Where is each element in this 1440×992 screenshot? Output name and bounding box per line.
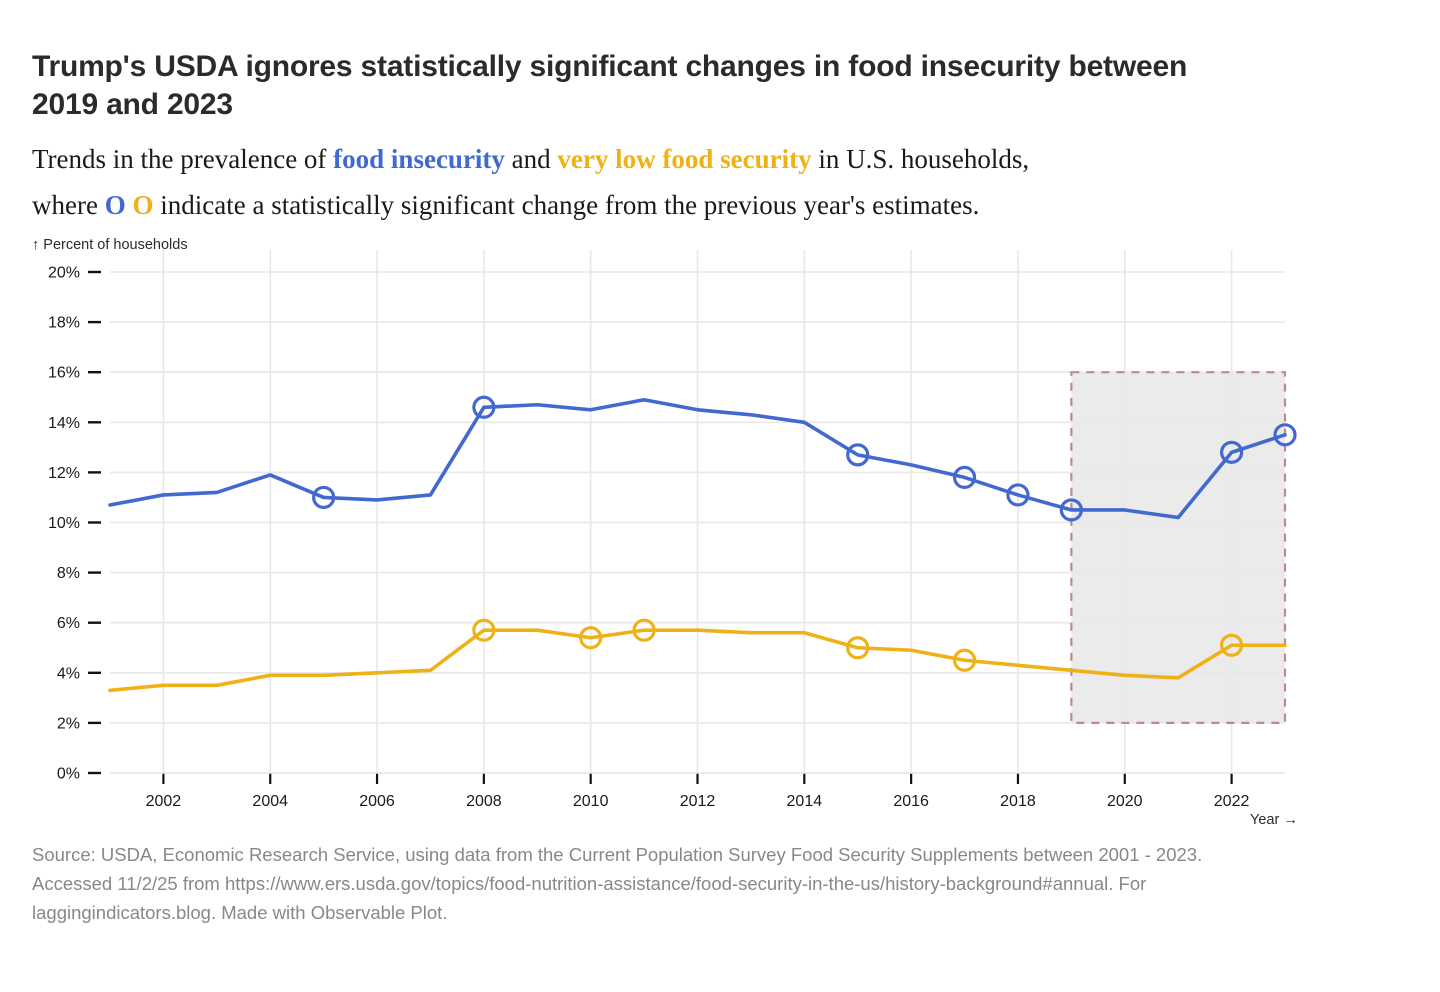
x-tick-label: 2016 <box>893 793 929 810</box>
y-tick-label: 18% <box>48 315 80 332</box>
x-tick-label: 2014 <box>787 793 823 810</box>
x-tick-label: 2010 <box>573 793 609 810</box>
chart-area: 0% 2% 4% 6% 8% 10% 12% 14% 16% 18% 20% 2002 2004 2006… <box>0 250 1440 850</box>
highlight-region-border <box>1070 371 1287 725</box>
highlight-region-fill <box>1071 372 1285 723</box>
significance-marker-very-low-food-security <box>472 618 496 642</box>
series-line-food-insecurity <box>108 397 1287 520</box>
subtitle-text-1: Trends in the prevalence of <box>32 144 334 174</box>
significance-marker-food-insecurity <box>1006 483 1030 507</box>
significance-marker-food-insecurity <box>846 443 870 467</box>
line-chart-svg: 0% 2% 4% 6% 8% 10% 12% 14% 16% 18% 20% 2002 2004 2006… <box>48 250 1297 810</box>
legend-food-insecurity: food insecurity <box>333 144 505 174</box>
x-axis-label: Year → <box>1250 812 1298 828</box>
y-tick-label: 6% <box>57 615 80 632</box>
x-tick-label: 2018 <box>1000 793 1036 810</box>
y-tick-label: 14% <box>48 415 80 432</box>
page-title: Trump's USDA ignores statistically signi… <box>32 50 1188 122</box>
subtitle-text-2: and <box>504 144 558 174</box>
significance-marker-very-low-food-security <box>579 626 603 650</box>
marker-legend-gold-icon: O <box>132 190 154 221</box>
subtitle-text-3: in U.S. households, <box>811 144 1030 174</box>
marker-legend-blue-icon: O <box>104 190 126 221</box>
x-tick-label: 2004 <box>252 793 288 810</box>
y-tick-label: 12% <box>48 465 80 482</box>
x-tick-label: 2002 <box>146 793 182 810</box>
y-tick-label: 16% <box>48 365 80 382</box>
x-tick-label: 2006 <box>359 793 395 810</box>
y-tick-label: 20% <box>48 265 80 282</box>
y-tick-label: 2% <box>57 715 80 732</box>
y-tick-label: 0% <box>57 766 80 783</box>
source-note: Source: USDA, Economic Research Service,… <box>32 844 1203 924</box>
y-axis-label: ↑ Percent of households <box>32 237 188 253</box>
subtitle-text-5: indicate a statistically significant cha… <box>153 190 980 221</box>
significance-marker-food-insecurity <box>952 465 977 490</box>
x-tick-label: 2020 <box>1107 793 1143 810</box>
significance-marker-very-low-food-security <box>952 648 977 672</box>
series-line-very-low-food-security <box>108 628 1287 693</box>
significance-marker-very-low-food-security <box>1219 633 1244 657</box>
significance-marker-food-insecurity <box>472 395 496 419</box>
chart-subtitle: Trends in the prevalence of food insecur… <box>32 136 1412 229</box>
significance-marker-food-insecurity <box>1059 498 1083 522</box>
y-tick-label: 4% <box>57 665 80 682</box>
y-tick-label: 10% <box>48 515 80 532</box>
significance-marker-very-low-food-security <box>632 618 656 642</box>
significance-marker-food-insecurity <box>1219 440 1244 464</box>
x-tick-label: 2012 <box>680 793 716 810</box>
x-tick-label: 2008 <box>466 793 502 810</box>
significance-marker-food-insecurity <box>1273 423 1297 447</box>
legend-very-low-food-security: very low food security <box>557 144 812 174</box>
x-tick-label: 2022 <box>1214 793 1250 810</box>
y-tick-label: 8% <box>57 565 80 582</box>
significance-marker-food-insecurity <box>312 485 336 510</box>
subtitle-text-4: where <box>32 190 105 221</box>
significance-marker-very-low-food-security <box>846 636 870 660</box>
